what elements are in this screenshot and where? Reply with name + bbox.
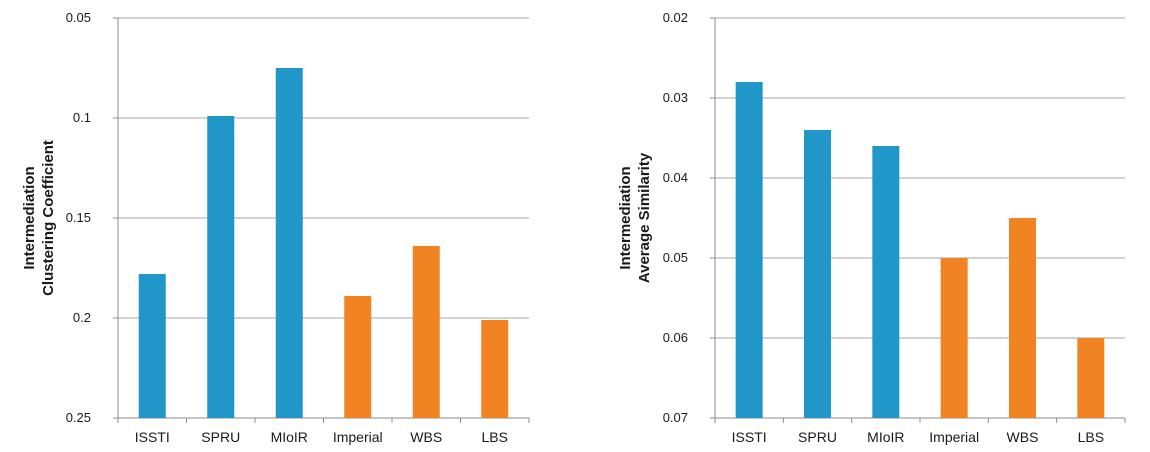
y-tick-label: 0.07 bbox=[663, 410, 688, 425]
bar-issti bbox=[138, 274, 166, 418]
y-tick-label: 0.04 bbox=[663, 170, 688, 185]
x-category-label: LBS bbox=[1078, 429, 1104, 445]
x-category-label: MIoIR bbox=[271, 429, 308, 445]
chart-2: 0.02 0.03 0.04 0.05 0.06 0.07 ISSTI SPRU MIoIR Im… bbox=[617, 10, 1126, 445]
bar-mioir bbox=[275, 68, 303, 418]
x-category-label: Imperial bbox=[929, 429, 979, 445]
y-axis-title: Intermediation Clustering Coefficient bbox=[21, 140, 57, 296]
x-category-label: WBS bbox=[1007, 429, 1039, 445]
x-category-label: WBS bbox=[410, 429, 442, 445]
chart-1: 0.05 0.1 0.15 0.2 0.25 ISSTI SPRU MIoIR Imperial… bbox=[21, 10, 530, 445]
y-tick-label: 0.06 bbox=[663, 330, 688, 345]
y-axis-title-line: Average Similarity bbox=[636, 152, 653, 283]
y-tick-label: 0.05 bbox=[66, 10, 91, 25]
bar-imperial bbox=[344, 296, 372, 418]
bar-spru bbox=[804, 130, 831, 418]
bar-lbs bbox=[481, 320, 509, 418]
y-tick-label: 0.2 bbox=[73, 310, 91, 325]
y-axis-title-line: Clustering Coefficient bbox=[40, 140, 57, 296]
y-tick-label: 0.1 bbox=[73, 110, 91, 125]
y-axis-title-line: Intermediation bbox=[21, 166, 38, 269]
y-tick-label: 0.15 bbox=[66, 210, 91, 225]
x-category-label: Imperial bbox=[333, 429, 383, 445]
y-tick-label: 0.25 bbox=[66, 410, 91, 425]
bar-spru bbox=[207, 116, 235, 418]
y-axis-title-line: Intermediation bbox=[617, 166, 634, 269]
y-axis-title: Intermediation Average Similarity bbox=[617, 152, 653, 283]
bar-wbs bbox=[1009, 218, 1036, 418]
y-tick-label: 0.05 bbox=[663, 250, 688, 265]
y-tick-label: 0.02 bbox=[663, 10, 688, 25]
bar-imperial bbox=[940, 258, 968, 418]
x-category-label: ISSTI bbox=[135, 429, 170, 445]
y-tick-label: 0.03 bbox=[663, 90, 688, 105]
x-category-label: LBS bbox=[482, 429, 508, 445]
x-category-label: MIoIR bbox=[867, 429, 904, 445]
bar-lbs bbox=[1077, 338, 1105, 418]
bar-wbs bbox=[412, 246, 440, 418]
bar-issti bbox=[735, 82, 763, 418]
x-category-label: SPRU bbox=[798, 429, 837, 445]
bar-mioir bbox=[872, 146, 900, 418]
x-category-label: ISSTI bbox=[732, 429, 767, 445]
x-category-label: SPRU bbox=[201, 429, 240, 445]
